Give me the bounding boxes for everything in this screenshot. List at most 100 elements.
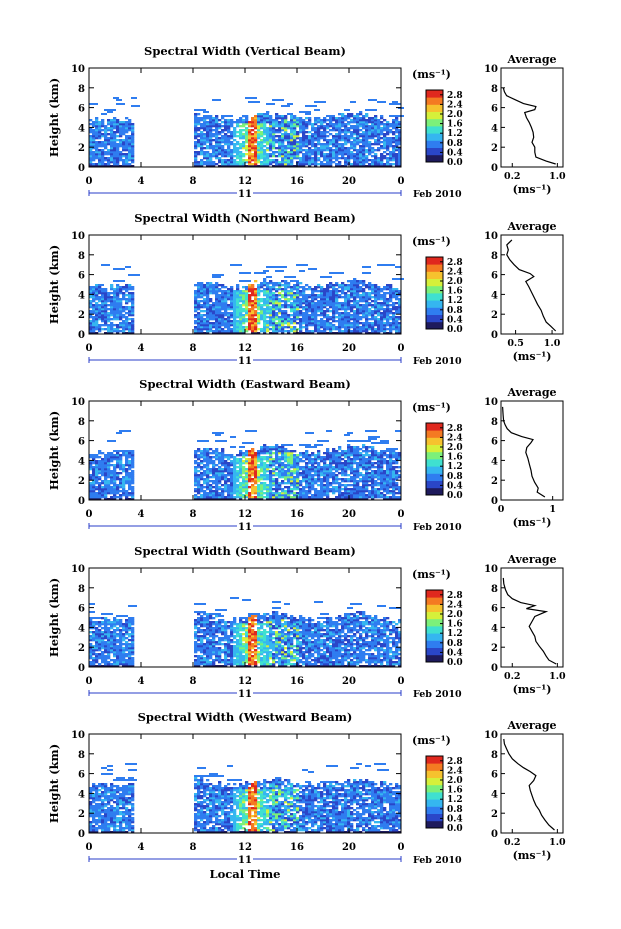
heatmap-cell: [239, 131, 243, 134]
heatmap-cell: [326, 127, 330, 130]
heatmap-cell: [296, 292, 300, 295]
heatmap-cell: [203, 466, 207, 469]
heatmap-cell: [359, 133, 363, 136]
heatmap-cell: [359, 280, 363, 283]
heatmap-cell: [131, 452, 135, 455]
heatmap-cell: [218, 472, 222, 475]
heatmap-cell: [248, 101, 260, 103]
heatmap-cell: [122, 153, 126, 156]
heatmap-cell: [209, 452, 213, 455]
heatmap-cell: [206, 296, 210, 299]
heatmap-cell: [98, 318, 102, 321]
heatmap-cell: [200, 330, 204, 333]
heatmap-cell: [332, 290, 336, 293]
heatmap-cell: [278, 135, 282, 138]
heatmap-cell: [386, 314, 390, 317]
heatmap-cell: [260, 468, 264, 471]
heatmap-cell: [254, 476, 258, 479]
heatmap-cell: [284, 478, 288, 481]
heatmap-cell: [350, 316, 354, 319]
heatmap-cell: [365, 129, 369, 132]
heatmap-cell: [92, 494, 96, 497]
heatmap-cell: [92, 151, 96, 154]
heatmap-cell: [212, 450, 216, 453]
heatmap-cell: [131, 494, 135, 497]
heatmap-cell: [305, 470, 309, 473]
heatmap-cell: [260, 474, 264, 477]
heatmap-cell: [281, 474, 285, 477]
heatmap-cell: [386, 322, 390, 325]
heatmap-cell: [92, 139, 96, 142]
heatmap-cell: [341, 308, 345, 311]
heatmap-cell: [293, 454, 297, 457]
heatmap-cell: [302, 314, 306, 317]
heatmap-cell: [206, 137, 210, 140]
heatmap-cell: [290, 129, 294, 132]
heatmap-cell: [341, 131, 345, 134]
heatmap-cell: [260, 127, 264, 130]
heatmap-cell: [329, 163, 333, 166]
heatmap-cell: [386, 312, 390, 315]
heatmap-cell: [212, 498, 216, 501]
heatmap-cell: [107, 318, 111, 321]
heatmap-cell: [389, 159, 393, 162]
heatmap-cell: [227, 314, 231, 317]
heatmap-cell: [347, 135, 351, 138]
heatmap-cell: [116, 484, 120, 487]
heatmap-cell: [206, 139, 210, 142]
heatmap-cell: [131, 302, 135, 305]
heatmap-cell: [113, 145, 117, 148]
heatmap-cell: [230, 456, 234, 459]
heatmap-cell: [386, 292, 390, 295]
heatmap-cell: [224, 290, 228, 293]
heatmap-cell: [110, 151, 114, 154]
heatmap-cell: [389, 304, 393, 307]
heatmap-cell: [224, 121, 228, 124]
heatmap-cell: [326, 115, 335, 117]
heatmap-cell: [302, 143, 306, 146]
heatmap-cell: [272, 131, 276, 134]
heatmap-cell: [92, 135, 96, 138]
heatmap-cell: [221, 304, 225, 307]
heatmap-cell: [197, 470, 201, 473]
heatmap-cell: [263, 478, 267, 481]
heatmap-cell: [119, 125, 123, 128]
heatmap-cell: [221, 324, 225, 327]
heatmap-cell: [353, 282, 357, 285]
heatmap-cell: [131, 129, 135, 132]
heatmap-cell: [356, 328, 360, 331]
heatmap-cell: [272, 496, 276, 499]
heatmap-cell: [335, 326, 339, 329]
heatmap-cell: [341, 288, 345, 291]
heatmap-cell: [221, 161, 225, 164]
heatmap-cell: [221, 312, 225, 315]
heatmap-cell: [299, 332, 303, 335]
colorbar-swatch: [426, 111, 443, 120]
heatmap-cell: [245, 288, 249, 291]
heatmap-cell: [332, 157, 336, 160]
heatmap-cell: [308, 268, 317, 270]
heatmap-cell: [335, 149, 339, 152]
heatmap-cell: [266, 466, 270, 469]
heatmap-cell: [251, 326, 255, 329]
heatmap-cell: [341, 117, 345, 120]
heatmap-cell: [293, 135, 297, 138]
heatmap-cell: [287, 161, 291, 164]
heatmap-cell: [398, 332, 402, 335]
colorbar-unit: (ms⁻¹): [412, 235, 451, 248]
heatmap-cell: [293, 127, 297, 130]
heatmap-cell: [362, 322, 366, 325]
heatmap-cell: [107, 482, 111, 485]
x-tick-label: 0: [86, 343, 93, 354]
heatmap-cell: [197, 304, 201, 307]
heatmap-cell: [251, 318, 255, 321]
heatmap-cell: [104, 494, 108, 497]
heatmap-cell: [374, 332, 378, 335]
heatmap-cell: [254, 121, 258, 124]
heatmap-cell: [233, 466, 237, 469]
heatmap-cell: [263, 153, 267, 156]
heatmap-cell: [287, 458, 291, 461]
heatmap-cell: [239, 318, 243, 321]
heatmap-cell: [206, 165, 210, 168]
heatmap-cell: [263, 320, 267, 323]
